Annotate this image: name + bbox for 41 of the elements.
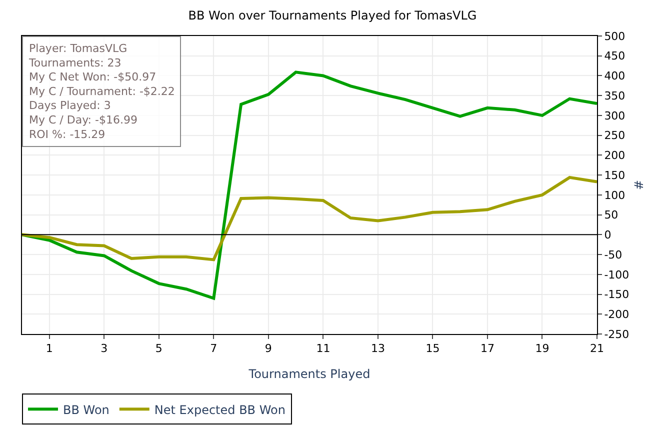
annotation: My C / Tournament: -$2.22 xyxy=(29,84,175,98)
y-tick-label: -200 xyxy=(604,308,630,321)
annotation: Days Played: 3 xyxy=(29,99,111,112)
x-tick-label: 7 xyxy=(210,342,218,356)
line-series xyxy=(22,70,597,300)
line-series xyxy=(22,176,597,262)
x-tick-label: 9 xyxy=(264,342,272,356)
annotation: Player: TomasVLG xyxy=(29,42,128,55)
y-tick-label: 450 xyxy=(604,50,626,63)
legend-label: Net Expected BB Won xyxy=(154,402,286,417)
annotation: My C / Day: -$16.99 xyxy=(29,114,138,126)
x-tick-label: 1 xyxy=(46,342,53,356)
x-tick-label: 21 xyxy=(590,342,604,356)
legend-label: BB Won xyxy=(63,402,110,417)
y-tick-label: 150 xyxy=(604,168,626,182)
annotation: Tournaments: 23 xyxy=(28,56,122,70)
x-tick-label: 11 xyxy=(316,342,330,356)
x-tick-label: 5 xyxy=(155,342,162,356)
annotation: My C Net Won: -$50.97 xyxy=(29,70,156,84)
y-tick-label: 200 xyxy=(604,149,626,162)
y-tick-label: 400 xyxy=(604,70,626,83)
x-tick-label: 15 xyxy=(426,342,440,356)
y-tick-label: -50 xyxy=(604,248,622,262)
y-tick-label: -100 xyxy=(604,268,630,282)
x-tick-label: 17 xyxy=(480,342,494,356)
y-tick-label: 500 xyxy=(604,30,626,43)
y-tick-label: -250 xyxy=(604,328,630,341)
y-axis-title: # xyxy=(632,180,646,190)
y-tick-label: 50 xyxy=(604,208,618,222)
y-tick-label: 0 xyxy=(604,228,612,242)
y-tick-label: -150 xyxy=(604,288,630,302)
y-tick-label: 350 xyxy=(604,89,626,102)
x-tick-label: 13 xyxy=(370,342,385,356)
x-tick-label: 3 xyxy=(100,342,108,356)
y-tick-label: 100 xyxy=(604,188,626,202)
chart-title: BB Won over Tournaments Played for TomasVLG xyxy=(188,8,477,22)
x-tick-label: 19 xyxy=(535,342,550,356)
annotation: ROI %: -15.29 xyxy=(29,128,106,141)
y-tick-label: 250 xyxy=(604,129,626,142)
y-tick-label: 300 xyxy=(604,109,626,122)
x-axis-title: Tournaments Played xyxy=(248,367,370,382)
